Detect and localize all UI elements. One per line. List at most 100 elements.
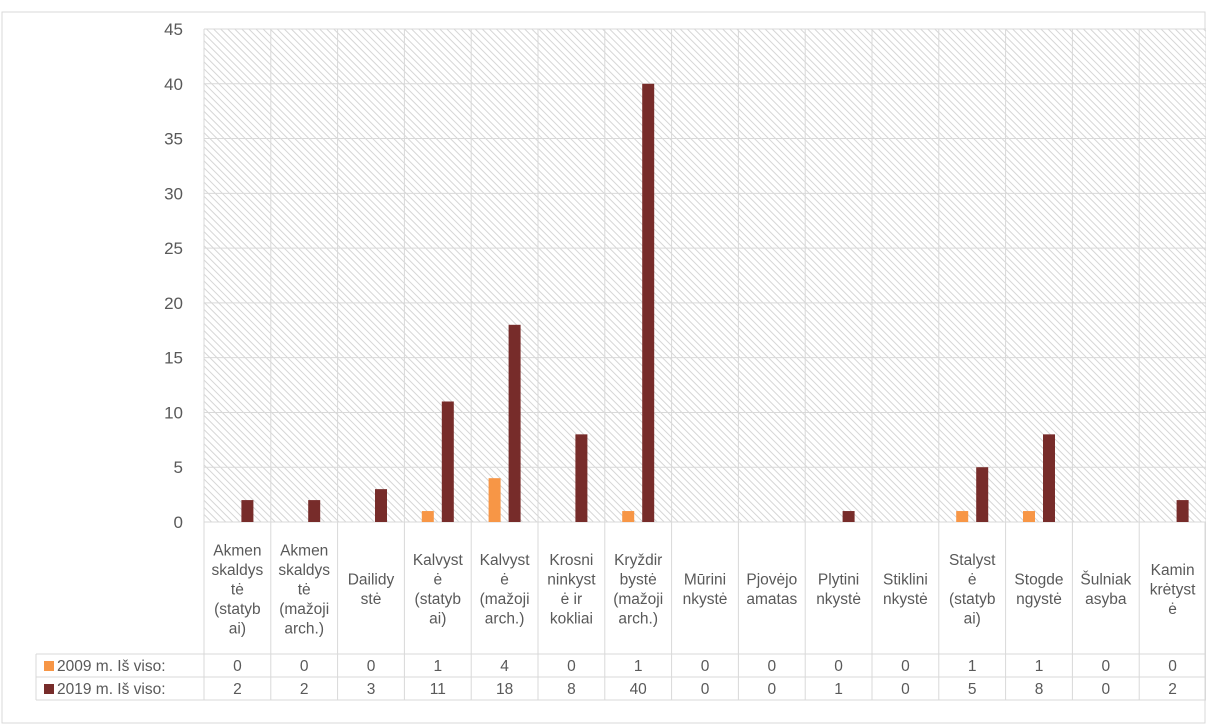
bar-2009-4 — [488, 478, 501, 522]
table-value: 1 — [968, 658, 977, 675]
table-value: 2 — [233, 681, 242, 698]
table-value: 0 — [1101, 681, 1110, 698]
category-label-line: Kalvyst — [413, 552, 464, 569]
category-label-line: (statyb — [214, 601, 261, 618]
category-label-line: bystė — [620, 572, 657, 589]
table-value: 0 — [834, 658, 843, 675]
legend-label-2019: 2019 m. Iš viso: — [57, 681, 166, 698]
y-tick-label: 30 — [164, 184, 183, 203]
table-value: 1 — [1035, 658, 1044, 675]
category-label-line: arch.) — [618, 611, 658, 628]
category-label: Dailidy stė — [348, 572, 395, 609]
category-label-line: Šulniak — [1080, 572, 1131, 589]
bar-2019-12 — [1043, 434, 1055, 522]
y-tick-label: 0 — [174, 513, 183, 532]
y-tick-label: 5 — [174, 458, 183, 477]
bar-2019-9 — [842, 511, 855, 522]
category-label-line: Stiklini — [883, 572, 928, 589]
table-value: 0 — [233, 658, 242, 675]
bars — [241, 83, 1189, 523]
bar-2019-0 — [241, 500, 254, 522]
category-label: Kalvyst ė (statyb ai) — [413, 552, 464, 628]
category-label: Plytini nkystė — [816, 572, 861, 609]
bar-2019-2 — [375, 489, 387, 522]
gridlines — [203, 28, 1206, 700]
category-label-line: ė — [968, 572, 977, 589]
category-label-line: Dailidy — [348, 572, 395, 589]
category-label-line: ė — [433, 572, 442, 589]
category-label-line: (statyb — [949, 591, 996, 608]
category-label-line: amatas — [746, 591, 797, 608]
category-label-line: (mažoji — [279, 601, 329, 618]
table-value: 1 — [634, 658, 643, 675]
bar-2019-4 — [508, 324, 521, 522]
category-label-line: nkystė — [816, 591, 861, 608]
table-value: 0 — [300, 658, 309, 675]
category-label-line: Stalyst — [949, 552, 996, 569]
table-value: 8 — [567, 681, 576, 698]
category-label: Stogde ngystė — [1014, 572, 1063, 609]
table-value: 0 — [1168, 658, 1177, 675]
category-label-line: nkystė — [883, 591, 928, 608]
category-label-line: ė — [500, 572, 509, 589]
category-label-line: arch.) — [284, 620, 324, 637]
category-label: Stalyst ė (statyb ai) — [949, 552, 996, 628]
category-label-line: Stogde — [1014, 572, 1063, 589]
category-label: Pjovėjo amatas — [746, 572, 797, 609]
category-label-line: skaldys — [278, 562, 330, 579]
category-label-line: asyba — [1085, 591, 1127, 608]
y-tick-label: 10 — [164, 403, 183, 422]
y-tick-label: 20 — [164, 294, 183, 313]
bar-2019-5 — [575, 434, 588, 522]
category-label: Kryždir bystė (mažoji arch.) — [613, 552, 663, 628]
table-value: 40 — [630, 681, 648, 698]
table-value: 5 — [968, 681, 977, 698]
bar-2019-11 — [976, 467, 989, 522]
category-label-line: Akmen — [280, 542, 328, 559]
category-label: Kamin krėtyst ė — [1150, 562, 1196, 618]
legend-label-2009: 2009 m. Iš viso: — [57, 658, 166, 675]
table-value: 4 — [500, 658, 509, 675]
category-label-line: ai) — [964, 611, 981, 628]
legend-key-2009 — [44, 661, 54, 671]
table-value: 2 — [1168, 681, 1177, 698]
category-label-line: kokliai — [550, 611, 593, 628]
y-tick-label: 45 — [164, 20, 183, 39]
table-value: 0 — [901, 658, 910, 675]
table-value: 0 — [567, 658, 576, 675]
category-label-line: ninkyst — [547, 572, 596, 589]
category-label-line: nkystė — [683, 591, 728, 608]
y-tick-label: 35 — [164, 130, 183, 149]
category-label-line: krėtyst — [1150, 581, 1196, 598]
bar-2019-1 — [308, 500, 321, 522]
category-label: Akmen skaldys tė (statyb ai) — [212, 542, 264, 637]
plot-area — [204, 29, 1206, 522]
category-label-line: Krosni — [549, 552, 593, 569]
y-tick-label: 40 — [164, 75, 183, 94]
category-label: Kalvyst ė (mažoji arch.) — [480, 552, 531, 628]
category-label-line: tė — [231, 581, 244, 598]
category-label-line: Pjovėjo — [746, 572, 797, 589]
bar-2009-6 — [622, 511, 635, 522]
bar-2009-11 — [956, 511, 969, 522]
category-label: Akmen skaldys tė (mažoji arch.) — [278, 542, 330, 637]
category-labels: Akmen skaldys tė (statyb ai) Akmen skaldys tė (m… — [212, 542, 1197, 637]
category-label-line: Kamin — [1151, 562, 1195, 579]
bar-2019-3 — [441, 401, 454, 522]
category-label-line: (mažoji — [480, 591, 530, 608]
table-value: 0 — [367, 658, 376, 675]
category-label-line: Kalvyst — [480, 552, 531, 569]
table-value: 0 — [1101, 658, 1110, 675]
category-label-line: ė — [1168, 601, 1177, 618]
table-value: 3 — [367, 681, 376, 698]
category-label-line: Kryždir — [614, 552, 662, 569]
y-axis: 0 5 10 15 20 25 30 35 40 45 — [164, 20, 183, 532]
category-label-line: skaldys — [212, 562, 264, 579]
table-value: 0 — [901, 681, 910, 698]
table-value: 0 — [767, 658, 776, 675]
table-value: 11 — [430, 681, 446, 698]
category-label-line: stė — [361, 591, 382, 608]
table-value: 0 — [767, 681, 776, 698]
